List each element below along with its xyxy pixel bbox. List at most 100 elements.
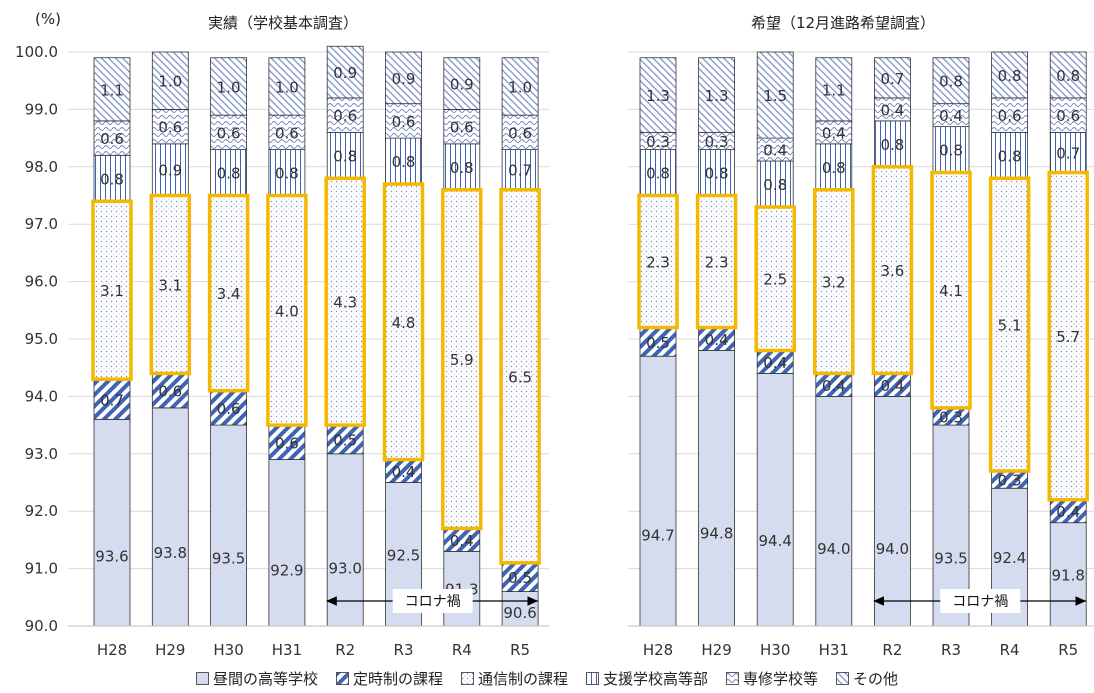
x-tick-label: R3 [941, 641, 961, 659]
data-label-parttime-R3: 0.3 [939, 408, 963, 426]
highlight-correspondence-R3 [382, 182, 425, 462]
data-label-parttime-H28: 0.5 [646, 334, 670, 352]
bar-other-R5 [501, 57, 539, 116]
data-label-vocational-H31: 0.6 [275, 124, 299, 142]
data-label-daytime-H28: 94.7 [641, 526, 674, 544]
data-label-correspondence-R3: 4.1 [939, 282, 963, 300]
y-tick-label: 91.0 [25, 560, 58, 578]
data-label-parttime-R4: 0.3 [998, 472, 1022, 490]
data-label-correspondence-H29: 2.3 [705, 254, 729, 272]
bar-other-R2 [326, 45, 364, 99]
data-label-correspondence-H30: 3.4 [217, 285, 241, 303]
data-label-other-H28: 1.1 [100, 81, 124, 99]
x-tick-label: H29 [155, 641, 185, 659]
bar-other-H29 [151, 51, 189, 110]
x-tick-label: R2 [882, 641, 902, 659]
bar-vocational-R3 [385, 103, 422, 139]
bar-daytime-H29 [151, 407, 189, 627]
data-label-daytime-R3: 93.5 [934, 550, 967, 568]
y-tick-label: 99.0 [25, 100, 58, 118]
bar-parttime-H31 [268, 424, 306, 460]
x-tick-label: R5 [1058, 641, 1078, 659]
x-tick-label: H30 [213, 641, 243, 659]
legend-label-parttime: 定時制の課程 [352, 670, 443, 688]
data-label-correspondence-R4: 5.9 [450, 351, 474, 369]
x-tick-label: H31 [819, 641, 849, 659]
data-label-daytime-R5: 91.8 [1051, 566, 1084, 584]
data-label-other-H29: 1.3 [705, 87, 729, 105]
bar-other-H31 [815, 57, 853, 122]
legend-label-support: 支援学校高等部 [603, 670, 709, 688]
bar-support-R2 [874, 120, 911, 168]
bar-correspondence-H29 [151, 195, 189, 374]
x-tick-label: R5 [510, 641, 530, 659]
data-label-daytime-R3: 92.5 [387, 546, 420, 564]
data-label-support-R2: 0.8 [880, 136, 904, 154]
bar-daytime-H31 [268, 459, 306, 627]
data-label-daytime-H30: 93.5 [212, 550, 245, 568]
data-label-parttime-R4: 0.4 [450, 532, 474, 550]
y-tick-label: 93.0 [25, 445, 58, 463]
data-label-vocational-R5: 0.6 [1056, 107, 1080, 125]
data-label-other-R4: 0.9 [450, 76, 474, 94]
legend-label-daytime: 昼間の高等学校 [212, 670, 318, 688]
bar-other-H28 [93, 57, 131, 122]
highlight-correspondence-H30 [207, 193, 250, 393]
data-label-other-R2: 0.9 [333, 64, 357, 82]
legend-item-other: その他 [836, 668, 898, 689]
bar-support-R4 [443, 143, 481, 191]
y-tick-label: 95.0 [25, 330, 58, 348]
bar-parttime-H28 [93, 378, 131, 420]
data-label-correspondence-H30: 2.5 [763, 271, 787, 289]
highlight-correspondence-H29 [149, 193, 192, 376]
data-label-correspondence-R5: 5.7 [1056, 328, 1080, 346]
data-label-parttime-H31: 0.6 [275, 434, 299, 452]
data-label-vocational-R4: 0.6 [998, 107, 1022, 125]
bar-other-R4 [443, 57, 481, 110]
data-label-daytime-R2: 94.0 [876, 540, 909, 558]
data-label-vocational-H28: 0.6 [100, 130, 124, 148]
data-label-support-H30: 0.8 [217, 165, 241, 183]
data-label-other-R2: 0.7 [880, 70, 904, 88]
bar-daytime-R2 [874, 395, 911, 627]
data-label-vocational-R3: 0.6 [392, 113, 416, 131]
legend-swatch-correspondence [461, 672, 474, 685]
data-label-daytime-H29: 94.8 [700, 524, 733, 542]
data-label-parttime-H29: 0.6 [158, 383, 182, 401]
data-label-other-H30: 1.0 [217, 78, 241, 96]
bar-correspondence-H28 [93, 200, 131, 380]
y-tick-label: 96.0 [25, 273, 58, 291]
data-label-correspondence-R2: 4.3 [333, 294, 357, 312]
data-label-support-H30: 0.8 [763, 176, 787, 194]
y-tick-label: 94.0 [25, 387, 58, 405]
legend-label-vocational: 専修学校等 [743, 670, 819, 688]
x-tick-label: H29 [701, 641, 731, 659]
bar-parttime-R2 [326, 424, 364, 455]
covid-label-bg [940, 589, 1021, 613]
data-label-correspondence-H31: 3.2 [822, 274, 846, 292]
data-label-vocational-H30: 0.4 [763, 142, 787, 160]
legend-item-support: 支援学校高等部 [586, 668, 708, 689]
data-label-vocational-R2: 0.4 [880, 101, 904, 119]
bar-support-H28 [639, 149, 677, 196]
bar-support-R2 [326, 131, 364, 179]
bar-parttime-R5 [501, 562, 539, 592]
data-label-correspondence-H31: 4.0 [275, 302, 299, 320]
bar-support-H28 [93, 154, 131, 202]
data-label-other-H31: 1.0 [275, 78, 299, 96]
bar-support-H30 [210, 149, 248, 196]
data-label-vocational-R4: 0.6 [450, 119, 474, 137]
legend-swatch-daytime [196, 672, 209, 685]
data-label-correspondence-R2: 3.6 [880, 262, 904, 280]
bar-correspondence-H28 [639, 195, 677, 328]
data-label-other-H30: 1.5 [763, 87, 787, 105]
highlight-correspondence-H31 [266, 193, 308, 427]
data-label-parttime-H30: 0.6 [217, 400, 241, 418]
bar-parttime-H28 [639, 327, 677, 357]
bar-other-R3 [385, 51, 422, 105]
data-label-parttime-H30: 0.4 [763, 354, 787, 372]
legend: 昼間の高等学校 定時制の課程 通信制の課程 支援学校高等部 専修学校等 その他 [0, 668, 1094, 689]
data-label-support-H28: 0.8 [100, 170, 124, 188]
x-tick-label: R4 [452, 641, 472, 659]
